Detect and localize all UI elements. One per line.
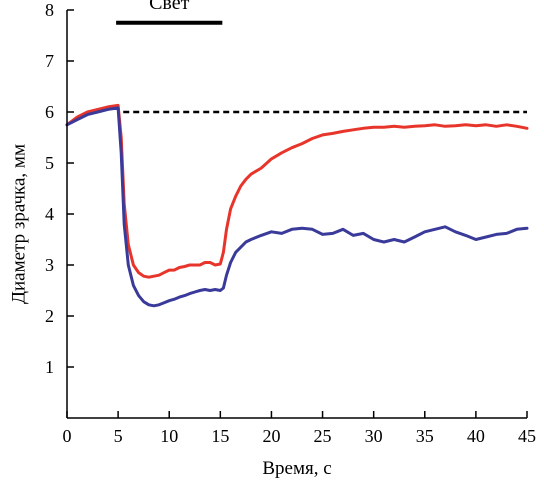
y-tick-label-8: 8 [45, 0, 54, 20]
x-tick-label-5: 5 [114, 426, 123, 446]
annotations-group [116, 20, 527, 114]
x-tick-label-40: 40 [467, 426, 485, 446]
y-tick-label-4: 4 [45, 204, 54, 224]
x-axis-label: Время, с [262, 458, 331, 479]
y-axis-label: Диаметр зрачка, мм [9, 144, 30, 304]
y-tick-label-2: 2 [45, 306, 54, 326]
x-tick-label-20: 20 [262, 426, 280, 446]
x-tick-label-10: 10 [160, 426, 178, 446]
y-tick-label-6: 6 [45, 102, 54, 122]
x-tick-label-45: 45 [518, 426, 536, 446]
y-tick-label-3: 3 [45, 255, 54, 275]
x-tick-label-15: 15 [211, 426, 229, 446]
series-group [65, 103, 529, 308]
series-line-1 [65, 106, 529, 308]
y-tick-label-1: 1 [45, 357, 54, 377]
series-line-0 [65, 103, 529, 279]
x-tick-label-0: 0 [63, 426, 72, 446]
y-tick-label-5: 5 [45, 153, 54, 173]
x-tick-label-30: 30 [365, 426, 383, 446]
x-tick-label-35: 35 [416, 426, 434, 446]
x-tick-label-25: 25 [314, 426, 332, 446]
y-tick-label-7: 7 [45, 51, 54, 71]
light-annotation-label: Свет [149, 0, 190, 14]
